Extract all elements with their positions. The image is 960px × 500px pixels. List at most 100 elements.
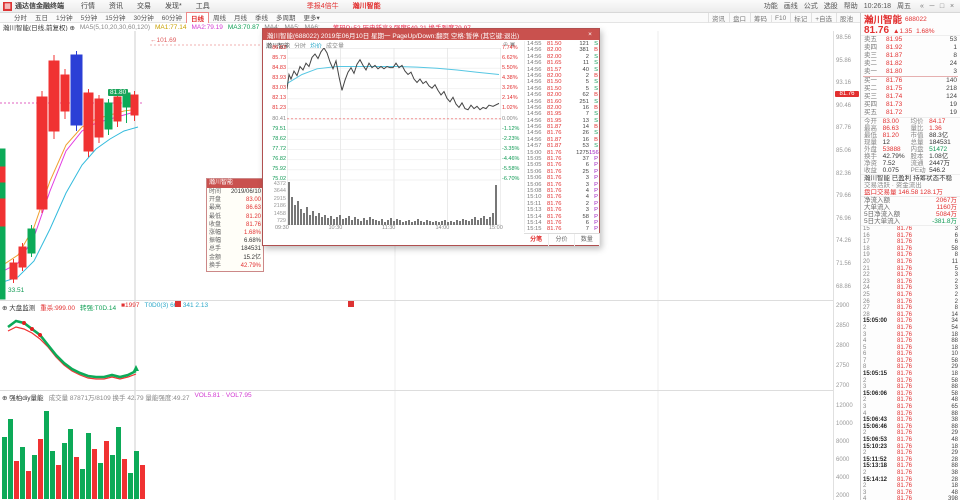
popup-tick-row[interactable]: 15:13 81.76 3 P [525, 207, 600, 213]
tick-row[interactable]: 17 81.76 6 [861, 239, 960, 246]
tick-row[interactable]: 4 81.76 88 [861, 338, 960, 345]
popup-tick-row[interactable]: 14:56 81.87 14 B [525, 124, 600, 130]
menu-item[interactable]: 资讯 [109, 3, 123, 10]
popup-tick-list[interactable]: 14:55 81.50 121 S 14:56 82.00 381 B 14:56 82.00 2 S… [524, 41, 600, 232]
tick-row[interactable]: 2 81.76 58 [861, 378, 960, 385]
popup-tick-row[interactable]: 15:06 81.76 25 P [525, 169, 600, 175]
popup-tick-row[interactable]: 14:56 81.87 16 B [525, 137, 600, 143]
popup-tick-row[interactable]: 15:08 81.76 4 P [525, 188, 600, 194]
popup-tick-row[interactable]: 15:06 81.76 3 P [525, 182, 600, 188]
mini-tab-筹码[interactable]: 筹码 [750, 13, 770, 23]
kline-chart[interactable] [0, 31, 833, 300]
tick-row[interactable]: 15:06:53 81.76 48 [861, 437, 960, 444]
tick-row[interactable]: 18 81.76 58 [861, 246, 960, 253]
bid-row[interactable]: 买四 81.73 19 [861, 101, 960, 109]
popup-tick-row[interactable]: 15:05 81.76 6 P [525, 162, 600, 168]
popup-tick-row[interactable]: 14:56 82.00 381 B [525, 47, 600, 53]
popup-tick-row[interactable]: 14:56 81.76 26 S [525, 130, 600, 136]
market-monitor-chart[interactable] [0, 301, 833, 391]
popup-tick-row[interactable]: 15:11 81.76 2 P [525, 201, 600, 207]
tick-row[interactable]: 2 81.76 54 [861, 325, 960, 332]
mini-tab-F10[interactable]: F10 [771, 14, 789, 22]
volume-chart[interactable] [0, 391, 833, 500]
tick-row[interactable]: 2 81.76 18 [861, 483, 960, 490]
tick-row[interactable]: 21 81.76 5 [861, 266, 960, 273]
mini-tab-标记[interactable]: 标记 [790, 13, 810, 23]
mini-tab-盘口[interactable]: 盘口 [729, 13, 749, 23]
popup-tick-row[interactable]: 14:56 82.00 2 S [525, 54, 600, 60]
tick-row[interactable]: 23 81.76 2 [861, 279, 960, 286]
tick-row[interactable]: 15:05:15 81.76 18 [861, 371, 960, 378]
mini-tab-资讯[interactable]: 资讯 [708, 13, 728, 23]
popup-tick-row[interactable]: 14:56 81.50 5 S [525, 86, 600, 92]
volume-panel[interactable]: ⊕ 强柏diy量能 成交量 87871万/8109 换手 42.79 量能强度:… [0, 390, 833, 500]
menu-item[interactable]: 发现* [165, 3, 182, 10]
tick-row[interactable]: 8 81.76 29 [861, 364, 960, 371]
popup-tick-row[interactable]: 14:56 82.00 16 B [525, 105, 600, 111]
tick-row[interactable]: 3 81.76 88 [861, 384, 960, 391]
menu-item[interactable]: 行情 [81, 3, 95, 10]
tick-row[interactable]: 25 81.76 2 [861, 292, 960, 299]
period-tab-五日[interactable]: 五日 [35, 14, 48, 22]
ask-row[interactable]: 卖三 81.87 8 [861, 52, 960, 60]
popup-tick-row[interactable]: 15:14 81.76 6 P [525, 220, 600, 226]
tick-row[interactable]: 6 81.76 10 [861, 351, 960, 358]
mini-tab-股池[interactable]: 股池 [836, 13, 856, 23]
tick-row[interactable]: 5 81.76 18 [861, 345, 960, 352]
ask-row[interactable]: 卖一 81.80 3 [861, 68, 960, 76]
popup-tab-数量[interactable]: 数量 [575, 234, 600, 246]
tick-row[interactable]: 15:06:06 81.76 58 [861, 391, 960, 398]
popup-tick-row[interactable]: 14:56 81.57 40 S [525, 67, 600, 73]
popup-tick-row[interactable]: 15:10 81.76 4 P [525, 194, 600, 200]
ask-row[interactable]: 卖四 81.92 1 [861, 44, 960, 52]
popup-tick-row[interactable]: 15:15 81.76 7 P [525, 226, 600, 232]
popup-tick-row[interactable]: 14:56 81.60 251 S [525, 99, 600, 105]
popup-tick-row[interactable]: 15:14 81.76 58 P [525, 214, 600, 220]
popup-tick-row[interactable]: 14:56 82.00 62 B [525, 92, 600, 98]
tick-row[interactable]: 3 81.76 48 [861, 490, 960, 497]
popup-tick-row[interactable]: 14:56 81.95 13 S [525, 118, 600, 124]
ask-row[interactable]: 卖二 81.82 24 [861, 60, 960, 68]
minimize-icon[interactable]: ─ [929, 2, 935, 10]
close-icon[interactable]: × [588, 31, 592, 38]
bid-row[interactable]: 买三 81.74 124 [861, 93, 960, 101]
tool-menu-item[interactable]: 选股 [823, 3, 838, 10]
tick-row[interactable]: 15 81.76 3 [861, 226, 960, 233]
tool-menu-item[interactable]: 公式 [803, 3, 818, 10]
tick-row[interactable]: 15:14:12 81.76 28 [861, 477, 960, 484]
popup-tick-row[interactable]: 14:55 81.50 121 S [525, 41, 600, 47]
bid-row[interactable]: 买五 81.72 19 [861, 109, 960, 117]
popup-tick-row[interactable]: 14:57 81.87 53 S [525, 143, 600, 149]
tool-menu-item[interactable]: 帮助 [843, 3, 858, 10]
tick-row[interactable]: 4 81.76 398 [861, 496, 960, 500]
tick-row[interactable]: 27 81.76 8 [861, 305, 960, 312]
menu-item[interactable]: 工具 [195, 3, 210, 10]
tick-row[interactable]: 24 81.76 3 [861, 285, 960, 292]
tick-row[interactable]: 19 81.76 8 [861, 252, 960, 259]
tick-row[interactable]: 20 81.76 11 [861, 259, 960, 266]
menu-item[interactable]: 交易 [137, 3, 151, 10]
marker-red-square[interactable] [348, 301, 354, 307]
period-tab-季线[interactable]: 季线 [254, 14, 268, 22]
tick-row[interactable]: 15:06:43 81.76 38 [861, 417, 960, 424]
tick-row[interactable]: 26 81.76 2 [861, 299, 960, 306]
period-tab-15分钟[interactable]: 15分钟 [105, 14, 126, 22]
period-tab-60分钟[interactable]: 60分钟 [161, 14, 182, 22]
tick-row[interactable]: 15:05:00 81.76 34 [861, 318, 960, 325]
popup-intraday-chart[interactable] [287, 48, 501, 225]
tick-row[interactable]: 2 81.76 38 [861, 470, 960, 477]
volume-title[interactable]: ⊕ 强柏diy量能 [2, 395, 44, 402]
popup-tick-row[interactable]: 15:05 81.76 37 P [525, 156, 600, 162]
bid-row[interactable]: 买二 81.75 218 [861, 85, 960, 93]
tick-row[interactable]: 28 81.76 14 [861, 312, 960, 319]
tick-row[interactable]: 3 81.76 18 [861, 332, 960, 339]
popup-tab-分笔[interactable]: 分笔 [524, 234, 550, 246]
tick-row[interactable]: 15:11:52 81.76 28 [861, 457, 960, 464]
analysis-line[interactable]: 交易活跃 · 资金流出 [864, 182, 922, 189]
tick-row[interactable]: 2 81.76 29 [861, 450, 960, 457]
popup-tick-row[interactable]: 15:06 81.76 3 P [525, 175, 600, 181]
tick-row[interactable]: 15:06:46 81.76 88 [861, 424, 960, 431]
popup-tab-分价[interactable]: 分价 [549, 234, 575, 246]
period-tab-多周期[interactable]: 多周期 [275, 14, 296, 22]
